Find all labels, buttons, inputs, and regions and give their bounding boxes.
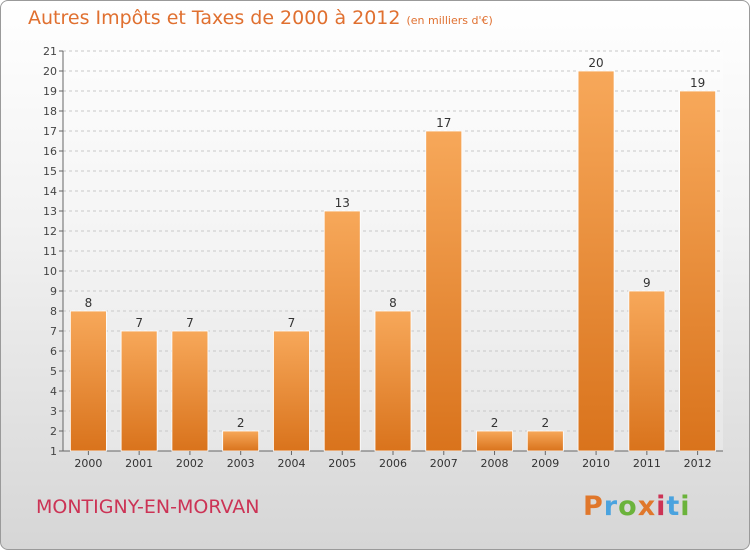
y-tick-label: 21 [43,45,57,58]
chart-title: Autres Impôts et Taxes de 2000 à 2012 (en… [28,7,493,29]
data-label: 9 [643,276,651,290]
data-label: 7 [186,316,194,330]
data-label: 2 [541,416,549,430]
data-label: 7 [135,316,143,330]
bar [577,70,615,452]
x-tick-label: 2008 [481,457,509,470]
brand-letter: i [656,491,667,522]
y-tick-label: 14 [43,185,57,198]
bar [628,290,666,452]
y-tick-label: 19 [43,85,57,98]
bar [69,310,107,452]
bar [323,210,361,452]
x-tick-label: 2005 [328,457,356,470]
data-label: 7 [288,316,296,330]
y-tick-label: 2 [50,425,57,438]
y-tick-label: 11 [43,245,57,258]
brand-letter: x [637,491,657,522]
brand-letter: o [618,491,638,522]
y-tick-label: 18 [43,105,57,118]
bar [679,90,717,452]
x-tick-label: 2011 [633,457,661,470]
x-tick-label: 2001 [125,457,153,470]
data-label: 8 [389,296,397,310]
bar [222,430,260,452]
y-tick-label: 1 [50,445,57,458]
y-tick-label: 16 [43,145,57,158]
bar [476,430,513,452]
y-tick-label: 9 [50,285,57,298]
brand-letter: P [583,491,604,522]
y-tick-label: 7 [50,325,57,338]
x-tick-label: 2006 [379,457,407,470]
x-tick-label: 2010 [582,457,610,470]
location-name: MONTIGNY-EN-MORVAN [36,496,260,518]
x-tick-label: 2012 [684,457,712,470]
bar [171,330,209,452]
y-tick-label: 5 [50,365,57,378]
data-label: 20 [588,56,603,70]
bar [425,130,463,452]
data-label: 17 [436,116,451,130]
brand-letter: i [680,491,691,522]
y-tick-label: 15 [43,165,57,178]
y-tick-label: 8 [50,305,57,318]
y-tick-label: 6 [50,345,57,358]
x-tick-label: 2003 [227,457,255,470]
y-tick-label: 20 [43,65,57,78]
y-tick-label: 10 [43,265,57,278]
data-label: 13 [335,196,350,210]
x-tick-label: 2009 [531,457,559,470]
bar [526,430,564,452]
x-tick-label: 2000 [74,457,102,470]
bar [374,310,412,452]
x-tick-label: 2002 [176,457,204,470]
y-tick-label: 3 [50,405,57,418]
data-label: 2 [491,416,499,430]
bar [120,330,158,452]
data-label: 2 [237,416,245,430]
y-tick-label: 4 [50,385,57,398]
brand-letter: t [666,491,681,522]
x-tick-label: 2007 [430,457,458,470]
proxiti-logo: Proxiti [583,491,691,522]
y-tick-label: 17 [43,125,57,138]
data-label: 19 [690,76,705,90]
y-tick-label: 13 [43,205,57,218]
x-tick-label: 2004 [277,457,305,470]
y-tick-label: 12 [43,225,57,238]
brand-letter: r [603,491,619,522]
data-label: 8 [85,296,93,310]
bar [273,330,310,452]
chart-unit: (en milliers d'€) [406,14,493,27]
